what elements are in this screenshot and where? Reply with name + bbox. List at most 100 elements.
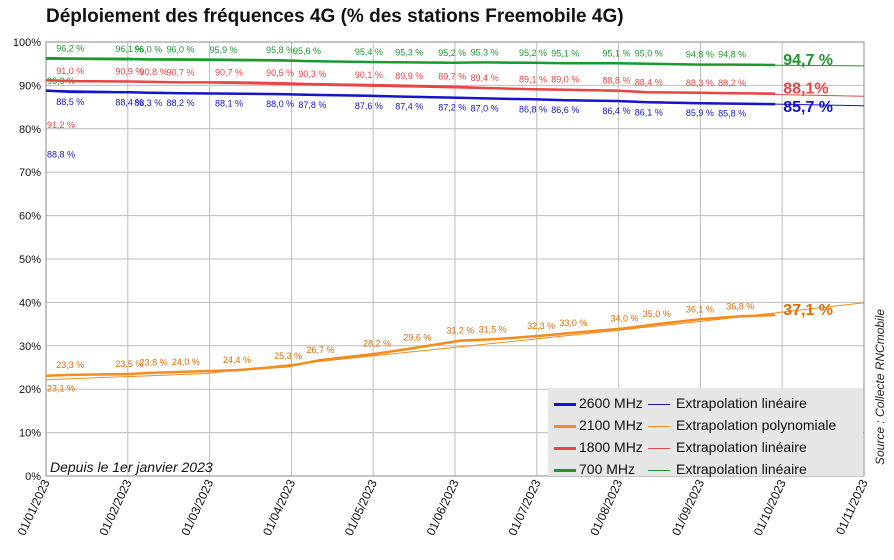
- data-label: 25,3 %: [274, 351, 302, 361]
- legend-row: 2100 MHz Extrapolation polynomiale: [548, 416, 863, 436]
- data-label: 85,9 %: [686, 108, 714, 118]
- x-tick-label: 01/07/2023: [505, 477, 543, 538]
- data-label: 96,2 %: [56, 43, 84, 53]
- series-700-mhz: 96,3 %96,2 % 96,1 %96,0 % 96,0 % 95,9 % 95,8…: [45, 43, 865, 86]
- data-label: 86,6 %: [551, 105, 579, 115]
- data-label: 96,1 %: [115, 44, 143, 54]
- y-tick-label: 30%: [19, 341, 41, 353]
- data-label: 89,0 %: [551, 75, 579, 85]
- data-label: 36,1 %: [686, 304, 714, 314]
- data-label: 33,0 %: [559, 318, 587, 328]
- data-label: 23,3 %: [56, 360, 84, 370]
- data-label: 29,6 %: [403, 333, 431, 343]
- legend-trend-swatch: [648, 426, 670, 427]
- y-tick-label: 40%: [19, 297, 41, 309]
- legend: 2600 MHz Extrapolation linéaire 2100 MHz…: [548, 388, 863, 477]
- data-label: 88,2 %: [718, 78, 746, 88]
- data-line: [45, 56, 776, 67]
- x-tick-label: 01/05/2023: [342, 477, 380, 538]
- data-label: 36,8 %: [726, 301, 754, 311]
- data-label: 90,9 %: [115, 66, 143, 76]
- x-tick-label: 01/01/2023: [15, 477, 53, 538]
- data-label: 88,0 %: [266, 99, 294, 109]
- data-label: 31,2 %: [446, 326, 474, 336]
- y-tick-label: 10%: [19, 428, 41, 440]
- data-label: 24,4 %: [223, 355, 251, 365]
- legend-row: 1800 MHz Extrapolation linéaire: [548, 438, 863, 458]
- y-tick-label: 60%: [19, 211, 41, 223]
- data-label: 90,1 %: [355, 70, 383, 80]
- data-label: 95,2 %: [519, 48, 547, 58]
- data-label: 88,5 %: [56, 97, 84, 107]
- y-tick-label: 100%: [13, 37, 41, 49]
- data-label: 96,0 %: [167, 44, 195, 54]
- x-tick-label: 01/04/2023: [260, 477, 298, 538]
- legend-swatch: [554, 469, 576, 472]
- legend-trend-label: Extrapolation linéaire: [676, 395, 807, 411]
- y-tick-label: 70%: [19, 167, 41, 179]
- legend-trend-swatch: [648, 470, 670, 471]
- data-label: 88,4 %: [115, 97, 143, 107]
- series-1800-mhz: 91,2 %91,0 % 90,9 %90,8 %90,7 % 90,7 % 90,5…: [45, 66, 865, 130]
- data-label: 34,0 %: [611, 313, 639, 323]
- data-label: 91,0 %: [56, 66, 84, 76]
- y-tick-label: 90%: [19, 80, 41, 92]
- x-tick-label: 01/08/2023: [587, 477, 625, 538]
- data-label: 95,2 %: [438, 48, 466, 58]
- data-line: [45, 89, 776, 106]
- x-tick-label: 01/10/2023: [751, 477, 789, 538]
- final-value-label: 37,1 %: [783, 302, 833, 319]
- data-label: 95,6 %: [293, 46, 321, 56]
- data-label: 88,3 %: [134, 98, 162, 108]
- legend-row: 2600 MHz Extrapolation linéaire: [548, 394, 863, 414]
- legend-series-label: 700 MHz: [579, 461, 636, 477]
- series-2100-mhz: 23,1 % 23,3 % 23,5 %23,8 % 24,0 % 24,4 % 25,3…: [45, 301, 865, 394]
- data-label: 95,3 %: [395, 47, 423, 57]
- legend-trend-label: Extrapolation polynomiale: [676, 417, 837, 433]
- since-note: Depuis le 1er janvier 2023: [50, 459, 213, 475]
- data-label: 88,2 %: [167, 98, 195, 108]
- data-label: 91,2 %: [47, 120, 75, 130]
- x-tick-label: 01/09/2023: [669, 477, 707, 538]
- x-tick-label: 01/03/2023: [178, 477, 216, 538]
- data-label: 24,0 %: [172, 357, 200, 367]
- data-label: 87,6 %: [355, 101, 383, 111]
- data-label: 28,2 %: [363, 339, 391, 349]
- data-label: 88,8 %: [47, 150, 75, 160]
- data-label: 87,8 %: [298, 100, 326, 110]
- legend-trend-label: Extrapolation linéaire: [676, 439, 807, 455]
- data-label: 89,4 %: [471, 73, 499, 83]
- legend-swatch: [554, 447, 576, 450]
- data-label: 89,7 %: [438, 72, 466, 82]
- data-label: 23,5 %: [115, 359, 143, 369]
- data-label: 85,8 %: [718, 109, 746, 119]
- data-label: 26,7 %: [306, 345, 334, 355]
- chart-title: Déploiement des fréquences 4G (% des sta…: [46, 6, 624, 27]
- legend-swatch: [554, 425, 576, 428]
- legend-row: 700 MHz Extrapolation linéaire: [548, 460, 863, 480]
- legend-swatch: [554, 403, 576, 406]
- final-value-label: 85,7 %: [783, 99, 833, 116]
- source-note: Source : Collecte RNCmobile: [873, 308, 887, 465]
- data-label: 87,4 %: [395, 102, 423, 112]
- data-label: 86,8 %: [519, 104, 547, 114]
- data-label: 86,1 %: [635, 107, 663, 117]
- data-label: 90,3 %: [298, 69, 326, 79]
- data-label: 87,0 %: [471, 103, 499, 113]
- series-2600-mhz: 88,8 % 88,5 % 88,4 %88,3 % 88,2 % 88,1 % 88,0…: [45, 89, 865, 160]
- x-tick-label: 01/11/2023: [833, 477, 871, 537]
- series-layer: 96,3 %96,2 % 96,1 %96,0 % 96,0 % 95,9 % 95,8…: [45, 43, 865, 394]
- data-label: 89,9 %: [395, 71, 423, 81]
- data-label: 95,9 %: [210, 45, 238, 55]
- data-label: 23,1 %: [47, 384, 75, 394]
- data-label: 86,4 %: [602, 106, 630, 116]
- data-label: 95,3 %: [471, 47, 499, 57]
- final-value-label: 88,1%: [783, 81, 828, 98]
- data-label: 23,8 %: [140, 358, 168, 368]
- data-label: 90,8 %: [140, 67, 168, 77]
- legend-trend-swatch: [648, 448, 670, 449]
- data-label: 87,2 %: [438, 103, 466, 113]
- legend-trend-swatch: [648, 404, 670, 405]
- data-label: 95,4 %: [355, 47, 383, 57]
